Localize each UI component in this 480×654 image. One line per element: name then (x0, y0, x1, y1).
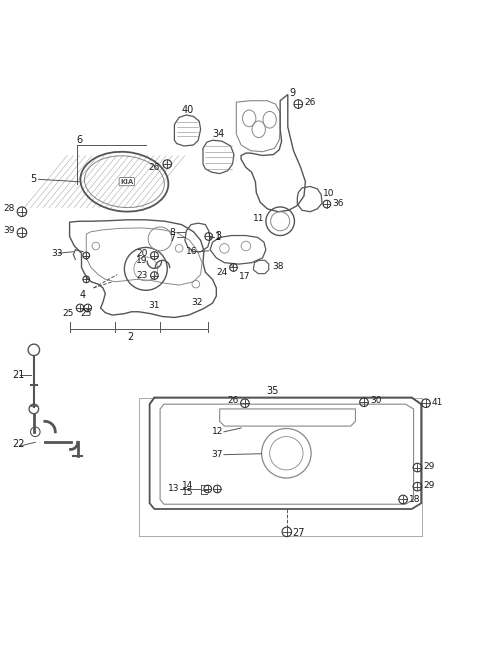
Text: 31: 31 (148, 301, 160, 310)
Text: 26: 26 (149, 163, 160, 172)
Text: 17: 17 (239, 273, 251, 281)
Text: KIA: KIA (120, 179, 133, 184)
Text: 22: 22 (12, 439, 25, 449)
Text: 29: 29 (423, 462, 434, 471)
Text: 14: 14 (182, 481, 193, 490)
Text: 4: 4 (79, 290, 85, 300)
Text: 10: 10 (323, 189, 335, 198)
Text: 25: 25 (80, 309, 92, 318)
Text: 32: 32 (191, 298, 203, 307)
Text: 8: 8 (169, 228, 175, 237)
Text: 25: 25 (62, 309, 73, 318)
Text: 38: 38 (272, 262, 284, 271)
Text: 20: 20 (136, 249, 148, 258)
Text: 7: 7 (169, 234, 175, 243)
Text: 13: 13 (168, 485, 179, 494)
Text: 27: 27 (292, 528, 305, 538)
Text: 6: 6 (77, 135, 83, 145)
Text: 21: 21 (12, 370, 25, 379)
Text: 24: 24 (216, 267, 228, 277)
Text: 34: 34 (212, 129, 224, 139)
Text: 33: 33 (51, 249, 63, 258)
Text: 11: 11 (252, 214, 264, 223)
Text: 26: 26 (304, 97, 315, 107)
Text: 2: 2 (128, 332, 134, 343)
Text: 35: 35 (266, 387, 278, 396)
Text: 37: 37 (212, 450, 223, 459)
Text: 18: 18 (409, 495, 420, 504)
Text: 30: 30 (371, 396, 382, 405)
Text: 26: 26 (227, 396, 238, 405)
Text: 1: 1 (215, 232, 221, 243)
Text: 16: 16 (186, 247, 197, 256)
Text: 23: 23 (136, 271, 148, 280)
Text: 12: 12 (212, 427, 223, 436)
Text: 28: 28 (3, 204, 15, 213)
Text: 36: 36 (333, 199, 344, 207)
Text: 19: 19 (136, 256, 148, 265)
Text: 40: 40 (181, 105, 194, 114)
Text: 15: 15 (182, 489, 193, 497)
Text: 39: 39 (3, 226, 15, 235)
Text: 41: 41 (432, 398, 443, 407)
Text: 5: 5 (31, 175, 37, 184)
Text: 29: 29 (423, 481, 434, 490)
Text: 3: 3 (216, 230, 221, 241)
Text: 9: 9 (290, 88, 296, 97)
